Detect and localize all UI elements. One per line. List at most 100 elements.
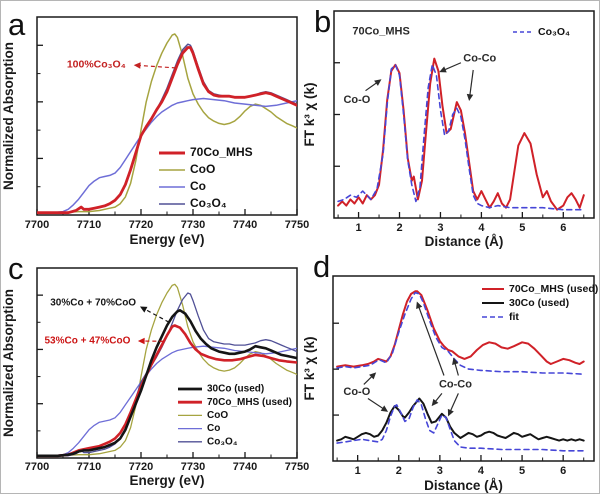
annotation-arrowhead (133, 62, 141, 69)
annotation-arrow (141, 306, 170, 323)
panel-label-b: b (314, 4, 332, 39)
annotation-arrowhead (374, 79, 382, 86)
x-tick-label: 7710 (77, 461, 101, 473)
x-tick-label: 3 (437, 222, 443, 234)
annotation: Co-Co (439, 53, 497, 102)
x-axis-label: Distance (Å) (425, 234, 504, 249)
annotation: 30%Co + 70%CoO (50, 297, 170, 323)
annotation-arrowhead (431, 398, 439, 407)
x-axis-label: Distance (Å) (424, 478, 503, 493)
y-axis-label: Normalized Absorption (1, 289, 16, 437)
curve-CoO (37, 283, 297, 457)
x-tick-label: 5 (519, 222, 525, 234)
x-tick-label: 1 (356, 222, 362, 234)
annotation-arrowhead (466, 93, 474, 102)
x-tick-label: 6 (560, 222, 566, 234)
legend-label: Co₃O₄ (207, 436, 238, 447)
annotation-text: Co-Co (439, 378, 472, 390)
annotation: Co-Co (416, 301, 472, 417)
series-group (337, 57, 585, 211)
panel-d: 1 2 3 4 5 6 Distance (Å) FT k³ χ (k) 70Co_MHS (u… (302, 275, 598, 493)
annotation: Co-O (343, 372, 389, 412)
x-tick-label: 7750 (285, 461, 309, 473)
curve-30Co (used) (37, 309, 297, 458)
panel-a: 7700 7710 7720 7730 7740 7750 Energy (eV) Norma… (1, 16, 309, 247)
annotation-arrowhead (416, 301, 423, 309)
legend-label: Co (190, 179, 206, 193)
legend-label: 30Co (used) (509, 297, 569, 309)
plot-box (333, 10, 595, 219)
legend-c: 30Co (used) 70Co_MHS (used) CoO Co Co₃O₄ (178, 384, 292, 447)
x-tick-label: 4 (478, 465, 485, 477)
x-tick-label: 1 (355, 465, 361, 477)
legend-label: Co₃O₄ (190, 196, 227, 210)
annotation-text: 100%Co₃O₄ (67, 58, 126, 70)
curve-fit (30Co) (336, 399, 585, 452)
y-axis-label: FT k³ χ (k) (302, 82, 317, 146)
series-group (37, 283, 297, 458)
legend-a: 70Co_MHS CoO Co Co₃O₄ (159, 145, 253, 210)
x-tick-label: 7730 (181, 219, 205, 231)
annotation-arrowhead (452, 357, 459, 366)
legend-label: 30Co (used) (207, 384, 264, 395)
annotation-arrow (468, 69, 474, 100)
annotation-arrow (416, 303, 445, 376)
x-tick-label: 2 (396, 222, 402, 234)
annotation-arrowhead (380, 405, 389, 412)
curve-70Co_MHS (37, 46, 297, 215)
curve-fit (70Co_MHS) (336, 291, 585, 375)
annotation: 53%Co + 47%CoO (45, 335, 164, 346)
annotation-arrowhead (137, 337, 145, 345)
legend-label: 70Co_MHS (used) (509, 283, 598, 295)
legend-label: Co (207, 423, 220, 434)
x-tick-label: 4 (478, 222, 485, 234)
annotation: 100%Co₃O₄ (67, 58, 176, 70)
x-tick-label: 3 (437, 465, 443, 477)
curve-70Co_MHS (used) (336, 290, 585, 368)
x-tick-label: 7730 (181, 461, 205, 473)
y-axis-label: Normalized Absorption (1, 42, 16, 190)
legend-b: Co₃O₄ (513, 26, 570, 38)
legend-d: 70Co_MHS (used) 30Co (used) fit (482, 283, 598, 323)
annotation-text: 53%Co + 47%CoO (45, 335, 131, 346)
x-tick-label: 7700 (25, 219, 49, 231)
legend-label: 70Co_MHS (190, 145, 253, 159)
panel-b: 1 2 3 4 5 6 Distance (Å) FT k³ χ (k) Co₃O₄ 70Co_M… (302, 10, 595, 249)
x-tick-label: 6 (560, 465, 566, 477)
annotation: 70Co_MHS (352, 26, 409, 38)
series-group (336, 290, 585, 452)
panel-label-a: a (8, 7, 26, 42)
x-tick-label: 7710 (77, 219, 101, 231)
panel-label-d: d (313, 249, 331, 284)
x-tick-label: 7700 (25, 461, 49, 473)
curve-70Co_MHS (337, 57, 585, 211)
panel-c: 7700 7710 7720 7730 7740 7750 Energy (eV) Norma… (1, 267, 309, 488)
plot-box (36, 16, 298, 216)
annotation-text: Co-O (343, 386, 370, 398)
annotation: Co-O (343, 79, 382, 106)
annotation-arrowhead (447, 408, 454, 417)
curve-Co₃O₄ (337, 64, 585, 211)
annotation-text: 70Co_MHS (352, 26, 409, 38)
curve-70Co_MHS (used) (37, 324, 297, 458)
legend-label: 70Co_MHS (used) (207, 397, 292, 408)
series-group (37, 33, 297, 215)
x-tick-label: 7740 (233, 461, 257, 473)
x-tick-label: 2 (396, 465, 402, 477)
legend-label: CoO (207, 410, 228, 421)
x-tick-label: 7720 (129, 461, 153, 473)
curve-Co₃O₄ (37, 292, 297, 457)
annotation-text: 30%Co + 70%CoO (50, 297, 136, 308)
x-tick-label: 7720 (129, 219, 153, 231)
x-axis-label: Energy (eV) (129, 473, 204, 488)
x-axis-label: Energy (eV) (129, 232, 204, 247)
annotation-arrowhead (139, 306, 148, 313)
annotation-text: Co-O (343, 94, 370, 106)
annotation-text: Co-Co (463, 53, 496, 65)
y-axis-label: FT k³ χ (k) (302, 336, 317, 400)
curve-30Co (used) (336, 397, 585, 442)
annotation-arrowhead (369, 372, 377, 380)
legend-label: Co₃O₄ (538, 26, 570, 38)
x-tick-label: 7750 (285, 219, 309, 231)
